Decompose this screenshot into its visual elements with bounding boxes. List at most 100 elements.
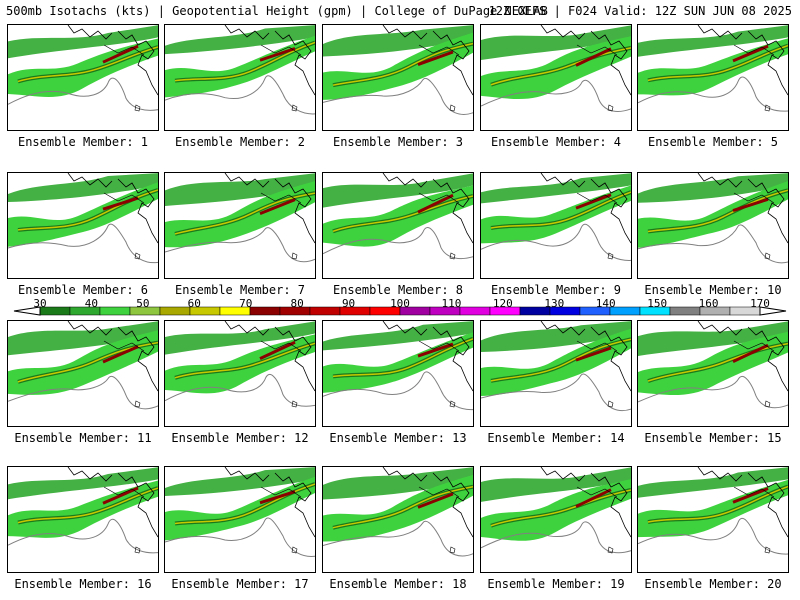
coastline [697,467,743,482]
island [291,104,298,112]
island [291,546,298,554]
jet-band [481,479,631,541]
height-contour [638,224,788,264]
jet-band [323,185,473,247]
jet-band [638,173,788,203]
border-line [733,192,775,204]
height-contour [165,227,315,263]
island [291,400,298,408]
jet-max [102,486,139,505]
height-contour [638,517,788,555]
island [607,546,614,554]
jet-core [332,338,473,378]
coastline [382,467,428,482]
coastline [432,472,473,538]
coastline [590,326,631,392]
jet-core [490,489,631,527]
colorbar-tick-label: 30 [33,297,47,310]
map-svg [481,467,631,554]
colorbar-tick-label: 80 [290,297,304,310]
jet-band [8,330,158,395]
jet-band [165,181,315,248]
height-contour [323,77,473,115]
ensemble-map-panel [7,24,159,131]
ensemble-member-label: Ensemble Member: 1 [17,135,149,149]
coastline [382,321,428,336]
coastline [117,326,158,392]
jet-band [323,474,473,542]
island [449,546,456,554]
height-contour [8,518,158,554]
ensemble-map-panel [322,24,474,131]
border-line [260,44,302,56]
jet-max [102,44,139,64]
coastline [590,30,631,96]
jet-band [165,35,315,98]
ensemble-map-panel [480,24,632,131]
height-contour [638,375,788,409]
map-svg [638,467,788,555]
colorbar-tick-label: 160 [698,297,719,310]
height-contour [638,76,788,112]
height-contour [8,223,158,264]
ensemble-map-panel [7,320,159,427]
ensemble-map-panel [164,24,316,131]
coastline [747,472,788,538]
height-contour [323,371,473,411]
colorbar-tick-label: 110 [441,297,462,310]
coastline [274,472,315,538]
ensemble-member-label: Ensemble Member: 9 [490,283,622,297]
jet-max [732,343,769,363]
height-contour [165,517,315,557]
header-title: 500mb Isotachs (kts) | Geopotential Heig… [6,4,548,18]
map-svg [8,321,158,410]
coastline [590,472,631,538]
ensemble-member-label: Ensemble Member: 15 [644,431,782,445]
border-line [260,192,302,204]
island [764,546,771,554]
coastline [747,30,788,96]
jet-core [490,47,631,86]
coastline [540,173,586,188]
ensemble-member-label: Ensemble Member: 7 [174,283,306,297]
border-line [418,44,460,56]
map-svg [165,321,315,408]
colorbar-right-arrow [759,306,787,316]
map-svg [165,173,315,263]
colorbar-cell [159,306,191,316]
border-line [103,192,145,204]
jet-core [17,46,158,83]
colorbar-cell [669,306,701,316]
jet-band [481,173,631,204]
coastline [67,173,113,188]
coastline [67,25,113,40]
jet-band [638,181,788,248]
jet-band [323,332,473,393]
jet-core [332,195,473,233]
jet-band [165,467,315,497]
ensemble-member-label: Ensemble Member: 18 [329,577,467,591]
coastline [67,321,113,336]
ensemble-map-panel [322,172,474,279]
colorbar-tick-label: 50 [136,297,150,310]
border-line [576,192,618,204]
jet-max [102,196,139,211]
coastline [224,321,270,336]
jet-max [259,47,296,62]
map-svg [323,321,473,411]
ensemble-member-label: Ensemble Member: 20 [644,577,782,591]
ensemble-member-label: Ensemble Member: 4 [490,135,622,149]
map-svg [165,467,315,557]
coastline [224,173,270,188]
colorbar-tick-label: 70 [239,297,253,310]
jet-core [17,487,158,524]
border-line [733,486,775,498]
coastline [540,321,586,336]
jet-core [647,485,788,523]
coastline [432,30,473,96]
border-line [418,486,460,498]
border-line [103,486,145,498]
jet-band [638,331,788,396]
height-contour [8,375,158,410]
colorbar-tick-label: 120 [492,297,513,310]
